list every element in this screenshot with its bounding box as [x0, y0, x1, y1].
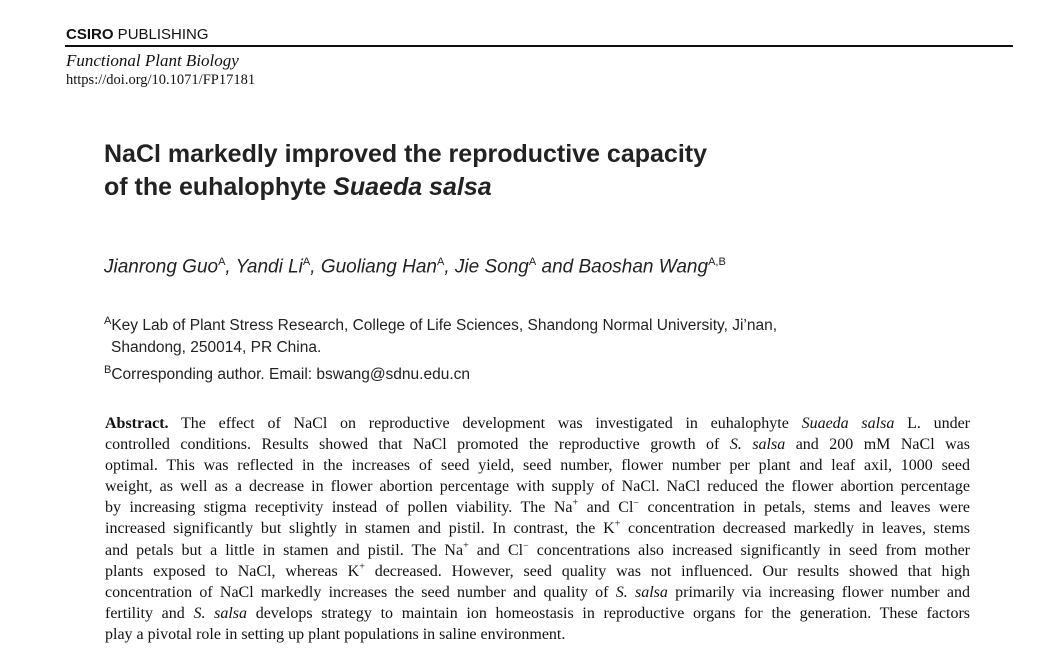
ion-charge: − — [633, 498, 640, 510]
author-affiliation-mark: A — [302, 256, 311, 268]
journal-name: Functional Plant Biology — [66, 51, 239, 70]
abstract-line: fertility and S. salsa develops strategy… — [105, 603, 970, 624]
abstract-text: and 200 mM NaCl was — [785, 436, 970, 454]
ion-charge: + — [463, 540, 469, 552]
ion-charge: − — [523, 540, 529, 552]
abstract-heading: Abstract. — [105, 415, 169, 432]
author-name: Jie Song — [454, 256, 529, 278]
abstract-text: increased significantly but slightly in … — [105, 520, 615, 538]
doi-link[interactable]: https://doi.org/10.1071/FP17181 — [66, 72, 256, 88]
abstract-line: optimal. This was reflected in the incre… — [105, 455, 970, 476]
abstract-text: controlled conditions. Results showed th… — [105, 436, 730, 454]
title-line-1: NaCl markedly improved the reproductive … — [104, 140, 707, 168]
affiliation-mark: A — [104, 315, 112, 327]
header-rule — [65, 45, 1013, 47]
ion-charge: + — [572, 498, 579, 510]
abstract-text: and Cl — [578, 499, 634, 517]
species-name: Suaeda salsa — [801, 415, 895, 432]
abstract-text: concentrations also increased significan… — [528, 541, 971, 559]
abstract-text: play a pivotal role in setting up plant … — [105, 625, 566, 643]
affiliation-mark: B — [104, 364, 112, 377]
author-list: Jianrong GuoA, Yandi LiA, Guoliang HanA,… — [104, 256, 726, 278]
publisher-name: CSIRO PUBLISHING — [66, 26, 209, 43]
affiliation-a: AKey Lab of Plant Stress Research, Colle… — [104, 310, 777, 337]
author-separator: , — [225, 256, 236, 278]
author-separator: and — [536, 256, 579, 278]
author-name: Guoliang Han — [320, 256, 438, 278]
abstract-text: weight, as well as a decrease in flower … — [105, 478, 970, 496]
abstract-line: and petals but a little in stamen and pi… — [105, 540, 970, 561]
abstract-text: optimal. This was reflected in the incre… — [105, 457, 970, 475]
title-text: of the euhalophyte — [104, 173, 334, 201]
affiliation-a-cont: Shandong, 250014, PR China. — [111, 339, 322, 357]
ion-charge: + — [359, 561, 365, 573]
abstract-line: Abstract. The effect of NaCl on reproduc… — [105, 413, 970, 434]
abstract-text: L. under — [894, 415, 971, 432]
abstract-text: decreased. However, seed quality was not… — [364, 562, 970, 580]
abstract-text: primarily via increasing flower number a… — [667, 583, 970, 601]
abstract-line: weight, as well as a decrease in flower … — [105, 476, 970, 497]
author-affiliation-mark: A — [218, 256, 226, 268]
abstract-line: concentration of NaCl markedly increases… — [105, 582, 970, 603]
abstract: Abstract. The effect of NaCl on reproduc… — [105, 413, 970, 645]
title-species: Suaeda salsa — [333, 173, 492, 201]
author-affiliation-mark: A,B — [708, 256, 726, 268]
corresponding-author: Corresponding author. Email: bswang@sdnu… — [111, 366, 471, 384]
abstract-line: play a pivotal role in setting up plant … — [105, 624, 970, 645]
abstract-line: increased significantly but slightly in … — [105, 518, 970, 539]
abstract-text: develops strategy to maintain ion homeos… — [247, 604, 970, 622]
publisher-bold: CSIRO — [66, 26, 114, 43]
author-name: Baoshan Wang — [578, 256, 709, 278]
affiliation-b: BCorresponding author. Email: bswang@sdn… — [104, 359, 777, 386]
author-name: Jianrong Guo — [104, 256, 219, 278]
abstract-line: by increasing stigma receptivity instead… — [105, 497, 970, 518]
author-separator: , — [310, 256, 321, 278]
abstract-text: concentration of NaCl markedly increases… — [105, 583, 616, 601]
ion-charge: + — [614, 519, 621, 531]
affiliation-text: Key Lab of Plant Stress Research, Colleg… — [111, 317, 778, 335]
author-affiliation-mark: A — [437, 256, 445, 268]
species-name: S. salsa — [729, 436, 786, 454]
abstract-line: plants exposed to NaCl, whereas K+ decre… — [105, 561, 970, 582]
abstract-text: and Cl — [468, 541, 524, 559]
abstract-text: The effect of NaCl on reproductive devel… — [168, 415, 802, 432]
abstract-text: fertility and — [105, 604, 194, 622]
abstract-text: concentration in petals, stems and leave… — [639, 499, 971, 517]
abstract-text: and petals but a little in stamen and pi… — [105, 541, 464, 559]
article-title: NaCl markedly improved the reproductive … — [104, 138, 707, 204]
author-affiliation-mark: A — [528, 256, 537, 268]
species-name: S. salsa — [193, 604, 248, 622]
author-separator: , — [444, 256, 455, 278]
affiliations: AKey Lab of Plant Stress Research, Colle… — [104, 310, 777, 386]
abstract-text: by increasing stigma receptivity instead… — [105, 499, 573, 517]
abstract-line: controlled conditions. Results showed th… — [105, 434, 970, 455]
species-name: S. salsa — [615, 583, 668, 601]
abstract-text: concentration decreased markedly in leav… — [620, 520, 971, 538]
abstract-text: plants exposed to NaCl, whereas K — [105, 562, 360, 580]
title-line-2: of the euhalophyte Suaeda salsa — [104, 171, 707, 204]
author-name: Yandi Li — [235, 256, 303, 278]
publisher-rest: PUBLISHING — [113, 26, 209, 43]
